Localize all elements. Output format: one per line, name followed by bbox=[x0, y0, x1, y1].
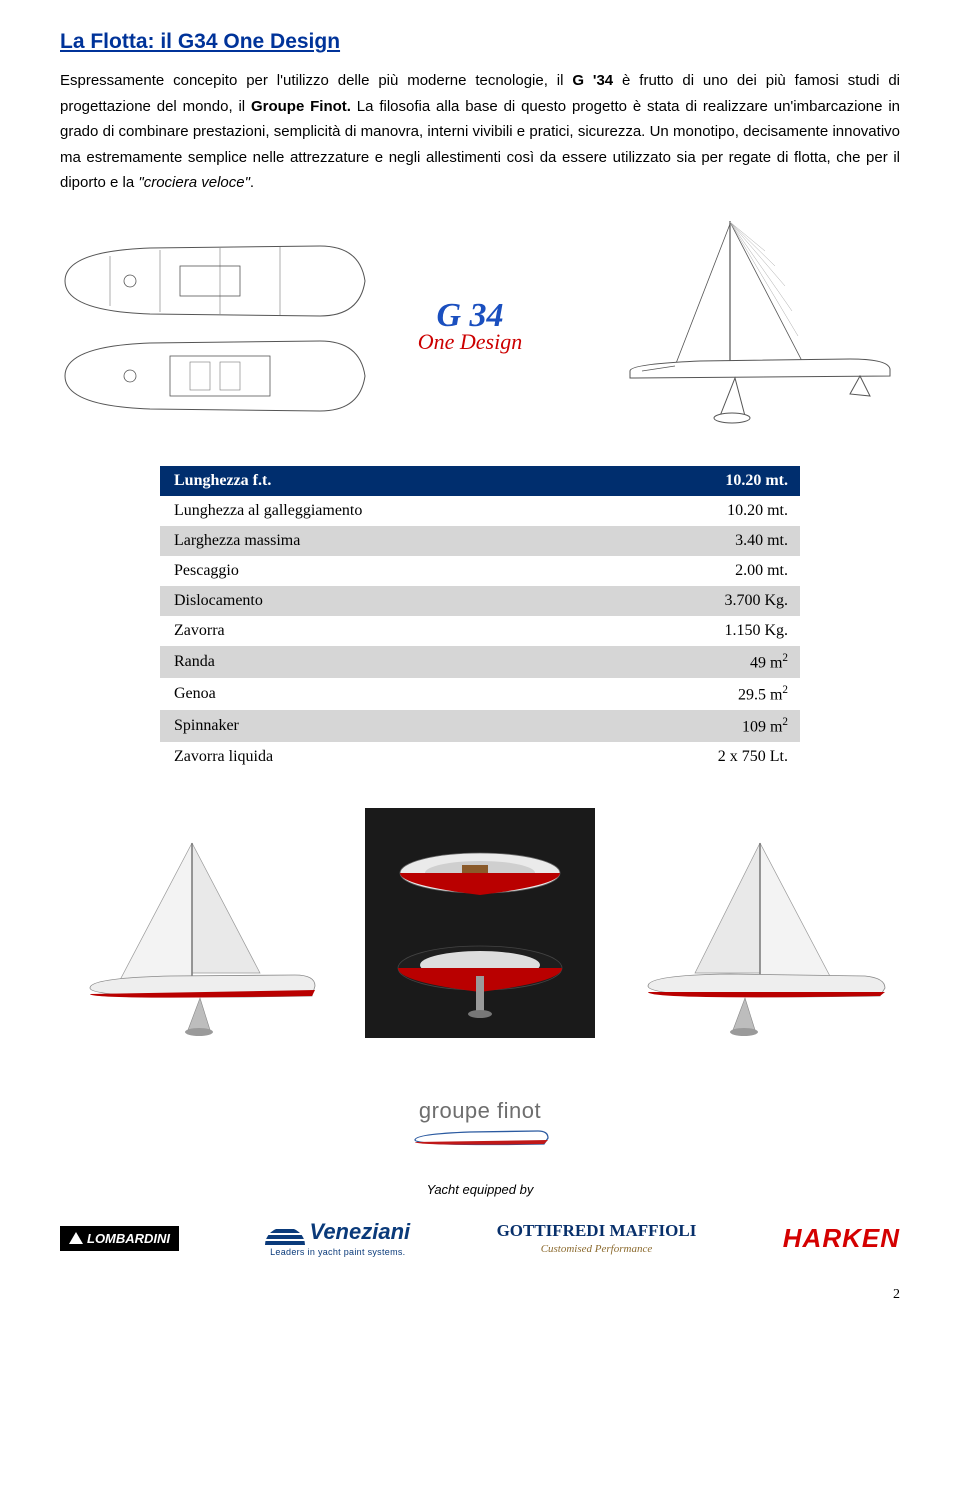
sponsor-veneziani: Veneziani Leaders in yacht paint systems… bbox=[265, 1219, 410, 1257]
intro-paragraph: Espressamente concepito per l'utilizzo d… bbox=[60, 68, 900, 196]
sail-profile-diagram bbox=[570, 216, 900, 436]
render-center bbox=[365, 808, 595, 1038]
spec-value: 3.700 Kg. bbox=[640, 586, 800, 616]
blueprint-row: G 34 One Design bbox=[60, 216, 900, 436]
table-row: Pescaggio2.00 mt. bbox=[160, 556, 800, 586]
table-row: Larghezza massima3.40 mt. bbox=[160, 526, 800, 556]
render-left bbox=[60, 838, 320, 1038]
spec-label: Larghezza massima bbox=[160, 526, 640, 556]
page-number: 2 bbox=[60, 1287, 900, 1303]
table-row: Spinnaker109 m2 bbox=[160, 710, 800, 742]
table-row: Randa49 m2 bbox=[160, 646, 800, 678]
spec-label: Lunghezza f.t. bbox=[160, 466, 640, 496]
spec-label: Pescaggio bbox=[160, 556, 640, 586]
veneziani-sub: Leaders in yacht paint systems. bbox=[265, 1247, 410, 1257]
finot-boat-icon bbox=[410, 1126, 550, 1152]
spec-value: 10.20 mt. bbox=[640, 496, 800, 526]
equipped-by-label: Yacht equipped by bbox=[60, 1182, 900, 1197]
spec-label: Randa bbox=[160, 646, 640, 678]
para-text: Espressamente concepito per l'utilizzo d… bbox=[60, 72, 572, 89]
deck-plan-diagram bbox=[60, 236, 370, 416]
table-row: Zavorra1.150 Kg. bbox=[160, 616, 800, 646]
table-row: Dislocamento3.700 Kg. bbox=[160, 586, 800, 616]
logo-line1: G 34 bbox=[418, 299, 522, 333]
designer-name: Groupe Finot. bbox=[251, 98, 351, 115]
spec-label: Spinnaker bbox=[160, 710, 640, 742]
table-row: Lunghezza f.t.10.20 mt. bbox=[160, 466, 800, 496]
logo-line2: One Design bbox=[418, 331, 522, 353]
spec-value: 29.5 m2 bbox=[640, 678, 800, 710]
table-row: Lunghezza al galleggiamento10.20 mt. bbox=[160, 496, 800, 526]
spec-value: 3.40 mt. bbox=[640, 526, 800, 556]
sponsors-row: LOMBARDINI Veneziani Leaders in yacht pa… bbox=[60, 1219, 900, 1257]
sponsor-lombardini: LOMBARDINI bbox=[60, 1226, 179, 1251]
spec-value: 10.20 mt. bbox=[640, 466, 800, 496]
sponsor-harken: HARKEN bbox=[783, 1223, 900, 1254]
gotti-sub: Customised Performance bbox=[497, 1243, 697, 1255]
table-row: Zavorra liquida2 x 750 Lt. bbox=[160, 742, 800, 772]
spec-value: 49 m2 bbox=[640, 646, 800, 678]
spec-value: 1.150 Kg. bbox=[640, 616, 800, 646]
spec-label: Lunghezza al galleggiamento bbox=[160, 496, 640, 526]
spec-value: 2 x 750 Lt. bbox=[640, 742, 800, 772]
boat-model: G '34 bbox=[572, 72, 613, 89]
spec-value: 109 m2 bbox=[640, 710, 800, 742]
spec-label: Zavorra bbox=[160, 616, 640, 646]
gotti-text: GOTTIFREDI MAFFIOLI bbox=[497, 1221, 697, 1241]
triangle-icon bbox=[69, 1232, 83, 1244]
quote-text: "crociera veloce" bbox=[138, 174, 250, 191]
para-text: . bbox=[250, 174, 254, 191]
page-title: La Flotta: il G34 One Design bbox=[60, 30, 900, 54]
groupe-finot-logo: groupe finot bbox=[60, 1098, 900, 1152]
lombardini-text: LOMBARDINI bbox=[87, 1231, 170, 1246]
specs-table: Lunghezza f.t.10.20 mt.Lunghezza al gall… bbox=[160, 466, 800, 773]
spec-label: Zavorra liquida bbox=[160, 742, 640, 772]
finot-text: groupe finot bbox=[60, 1098, 900, 1124]
wave-icon bbox=[265, 1227, 305, 1245]
renders-row bbox=[60, 808, 900, 1038]
spec-label: Dislocamento bbox=[160, 586, 640, 616]
spec-value: 2.00 mt. bbox=[640, 556, 800, 586]
g34-logo: G 34 One Design bbox=[418, 299, 522, 353]
spec-label: Genoa bbox=[160, 678, 640, 710]
render-right bbox=[640, 838, 900, 1038]
sponsor-gottifredi: GOTTIFREDI MAFFIOLI Customised Performan… bbox=[497, 1221, 697, 1255]
veneziani-text: Veneziani bbox=[309, 1219, 410, 1244]
table-row: Genoa29.5 m2 bbox=[160, 678, 800, 710]
